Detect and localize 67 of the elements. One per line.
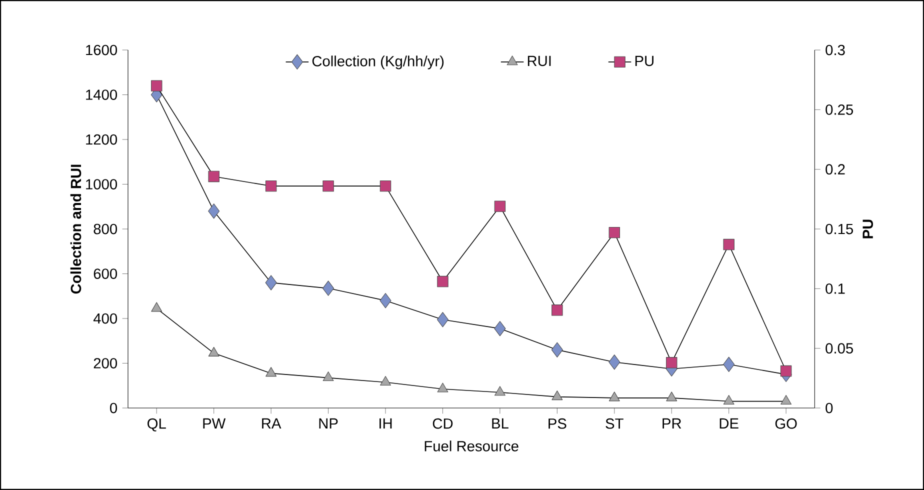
point — [208, 346, 220, 356]
y-tick-label: 1600 — [86, 44, 118, 56]
x-tick-label: PW — [203, 418, 226, 428]
point — [780, 395, 792, 405]
y2-tick-label: 0.05 — [826, 343, 853, 354]
x-tick-label: PR — [662, 418, 682, 428]
point — [780, 365, 792, 377]
x-tick-label: QL — [148, 418, 166, 432]
y2-axis-title: PU — [862, 220, 874, 238]
point — [608, 392, 620, 402]
x-axis-title: Fuel Resource — [424, 440, 518, 452]
legend-label: Collection (Kg/hh/yr) — [312, 56, 444, 70]
point — [322, 280, 334, 296]
point — [552, 390, 563, 400]
y-tick-label: 1000 — [86, 179, 118, 190]
x-tick-label: ST — [606, 418, 624, 429]
point — [552, 304, 563, 316]
point — [437, 382, 448, 392]
x-tick-label: NP — [319, 418, 338, 428]
point — [494, 320, 506, 336]
point — [380, 292, 392, 308]
y-tick-label: 200 — [94, 358, 118, 368]
y2-tick-label: 0.1 — [826, 283, 845, 294]
point — [208, 204, 220, 219]
point — [551, 342, 563, 358]
y-tick-label: 1400 — [86, 90, 118, 100]
point — [608, 226, 620, 238]
point — [494, 200, 506, 212]
point — [322, 180, 334, 192]
point — [608, 354, 620, 370]
point — [666, 392, 678, 402]
x-tick-label: PS — [548, 418, 566, 429]
x-tick-label: CD — [432, 418, 453, 429]
y-tick-label: 800 — [94, 224, 118, 234]
point — [266, 367, 277, 377]
y2-tick-label: 0 — [826, 402, 833, 414]
point — [723, 395, 734, 405]
point — [265, 180, 277, 192]
x-tick-label: GO — [775, 418, 797, 429]
y2-tick-label: 0.25 — [826, 104, 853, 115]
y-tick-label: 0 — [110, 402, 118, 414]
point — [380, 180, 392, 192]
y-tick-label: 600 — [94, 268, 118, 279]
x-tick-label: RA — [262, 418, 282, 428]
y-axis-title: Collection and RUI — [70, 164, 82, 294]
y2-tick-label: 0.15 — [826, 224, 853, 234]
point — [723, 238, 734, 250]
point — [265, 275, 277, 290]
y-tick-label: 400 — [93, 313, 118, 324]
point — [437, 276, 448, 288]
point — [380, 376, 391, 386]
point — [208, 170, 220, 182]
point — [494, 386, 506, 396]
legend-label: RUI — [528, 56, 551, 66]
point — [151, 80, 162, 92]
point — [666, 357, 678, 368]
point — [151, 302, 162, 312]
y2-tick-label: 0.3 — [826, 44, 845, 56]
point — [723, 356, 735, 372]
x-tick-label: IH — [380, 418, 392, 428]
y2-tick-label: 0.2 — [826, 164, 845, 175]
x-tick-label: BL — [492, 418, 508, 428]
legend-label: PU — [635, 56, 654, 66]
point — [322, 372, 334, 382]
x-tick-label: DE — [720, 418, 738, 428]
y-tick-label: 1200 — [86, 134, 118, 145]
point — [436, 312, 448, 328]
